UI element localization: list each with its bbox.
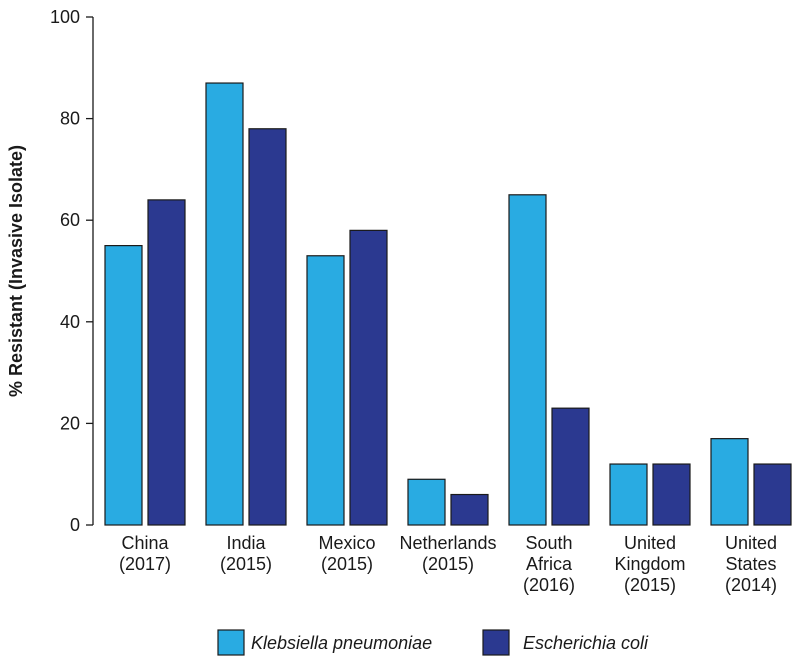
category-label: Mexico (2015): [318, 533, 375, 574]
y-tick-label: 40: [60, 312, 80, 332]
category-label-line: Africa: [526, 554, 573, 574]
category-label-line: (2015): [220, 554, 272, 574]
bar-ecoli: [349, 229, 388, 526]
category-label: India (2015): [220, 533, 272, 574]
y-tick-label: 20: [60, 413, 80, 433]
legend-label-klebsiella: Klebsiella pneumoniae: [251, 633, 432, 653]
bar-klebsiella: [205, 82, 244, 526]
category-label-line: China: [121, 533, 169, 553]
bar-ecoli: [248, 128, 287, 526]
category-label-line: Mexico: [318, 533, 375, 553]
legend-swatch-ecoli: [482, 629, 510, 656]
bar-ecoli: [147, 199, 186, 526]
category-label-line: (2015): [321, 554, 373, 574]
bar-klebsiella: [407, 478, 446, 526]
category-label: South Africa (2016): [523, 533, 575, 595]
category-label-line: India: [226, 533, 266, 553]
bar-klebsiella: [306, 255, 345, 526]
y-tick-label: 80: [60, 109, 80, 129]
category-label-line: Netherlands: [399, 533, 496, 553]
y-ticks: 0 20 40 60 80 100: [50, 7, 93, 535]
category-label: China (2017): [119, 533, 171, 574]
category-label-line: United: [725, 533, 777, 553]
category-labels: China (2017)India (2015)Mexico (2015)Nether…: [119, 533, 777, 595]
category-label: Netherlands (2015): [399, 533, 496, 574]
category-label-line: (2017): [119, 554, 171, 574]
category-label-line: States: [725, 554, 776, 574]
bar-klebsiella: [508, 194, 547, 526]
y-tick-label: 0: [70, 515, 80, 535]
bar-ecoli: [652, 463, 691, 526]
bar-ecoli: [450, 493, 489, 526]
category-label-line: Kingdom: [614, 554, 685, 574]
legend-swatch-klebsiella: [217, 629, 245, 656]
category-label-line: (2016): [523, 575, 575, 595]
bar-klebsiella: [104, 245, 143, 526]
y-axis-title: % Resistant (Invasive Isolate): [6, 145, 26, 397]
legend: Klebsiella pneumoniae Escherichia coli: [217, 629, 649, 656]
category-label-line: United: [624, 533, 676, 553]
y-tick-label: 100: [50, 7, 80, 27]
bars: [104, 82, 792, 526]
category-label-line: (2015): [624, 575, 676, 595]
y-tick-label: 60: [60, 210, 80, 230]
legend-label-ecoli: Escherichia coli: [523, 633, 649, 653]
category-label-line: (2015): [422, 554, 474, 574]
category-label-line: South: [525, 533, 572, 553]
category-label-line: (2014): [725, 575, 777, 595]
bar-klebsiella: [609, 463, 648, 526]
bar-ecoli: [551, 407, 590, 526]
category-label: United States (2014): [725, 533, 777, 595]
bar-ecoli: [753, 463, 792, 526]
category-label: United Kingdom (2015): [614, 533, 685, 595]
bar-klebsiella: [710, 438, 749, 526]
